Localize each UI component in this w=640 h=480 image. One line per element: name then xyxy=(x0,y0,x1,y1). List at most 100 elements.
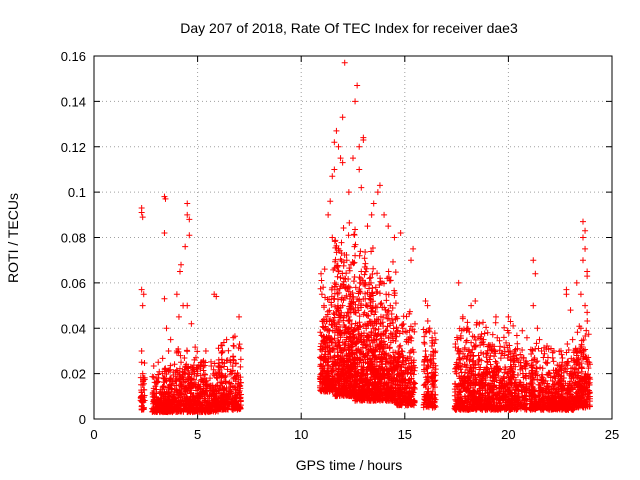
data-point xyxy=(229,394,236,401)
data-point xyxy=(185,376,192,383)
data-point xyxy=(138,347,145,354)
data-point xyxy=(200,363,207,370)
data-point xyxy=(397,342,404,349)
data-point xyxy=(500,373,507,380)
data-point xyxy=(340,225,347,232)
data-point xyxy=(326,365,333,372)
data-point xyxy=(234,370,241,377)
data-point xyxy=(325,355,332,362)
data-point xyxy=(173,386,180,393)
data-point xyxy=(166,375,173,382)
data-point xyxy=(166,402,173,409)
data-point xyxy=(318,270,325,277)
data-point xyxy=(214,375,221,382)
data-point xyxy=(222,401,229,408)
data-point xyxy=(236,341,243,348)
data-point xyxy=(230,353,237,360)
data-point xyxy=(366,285,373,292)
data-point xyxy=(390,258,397,265)
data-point xyxy=(200,379,207,386)
data-point xyxy=(231,384,238,391)
data-point xyxy=(321,266,328,273)
data-point xyxy=(206,392,213,399)
y-tick-label: 0.02 xyxy=(61,367,86,382)
data-point xyxy=(184,387,191,394)
data-point xyxy=(178,408,185,415)
data-point xyxy=(236,394,243,401)
data-point xyxy=(199,401,206,408)
data-point xyxy=(202,371,209,378)
data-point xyxy=(208,406,215,413)
data-point xyxy=(149,408,156,415)
y-tick-label: 0.06 xyxy=(61,276,86,291)
data-point xyxy=(139,302,146,309)
data-point xyxy=(564,340,571,347)
data-point xyxy=(492,319,499,326)
data-point xyxy=(160,391,167,398)
x-tick-label: 15 xyxy=(398,427,412,442)
data-point xyxy=(501,324,508,331)
data-point xyxy=(215,345,222,352)
data-point xyxy=(164,409,171,416)
data-point xyxy=(350,231,357,238)
data-point xyxy=(411,380,418,387)
data-point xyxy=(531,354,538,361)
data-point xyxy=(155,371,162,378)
data-point xyxy=(385,268,392,275)
data-point xyxy=(357,248,364,255)
data-point xyxy=(373,289,380,296)
data-point xyxy=(208,363,215,370)
data-point xyxy=(237,356,244,363)
data-point xyxy=(317,374,324,381)
data-point xyxy=(513,332,520,339)
data-point xyxy=(478,331,485,338)
data-point xyxy=(237,363,244,370)
y-tick-label: 0.16 xyxy=(61,49,86,64)
data-point xyxy=(230,406,237,413)
data-point xyxy=(217,379,224,386)
data-point xyxy=(199,388,206,395)
data-point xyxy=(182,364,189,371)
data-point xyxy=(177,375,184,382)
data-point xyxy=(510,322,517,329)
data-point xyxy=(533,340,540,347)
data-point xyxy=(221,406,228,413)
data-point xyxy=(188,375,195,382)
data-point xyxy=(197,372,204,379)
x-tick-label: 5 xyxy=(194,427,201,442)
data-point xyxy=(150,374,157,381)
data-point xyxy=(400,313,407,320)
y-tick-label: 0 xyxy=(79,412,86,427)
data-point xyxy=(140,399,147,406)
data-point xyxy=(328,301,335,308)
data-point xyxy=(216,364,223,371)
data-point xyxy=(218,379,225,386)
data-point xyxy=(350,278,357,285)
data-point xyxy=(231,374,238,381)
data-point xyxy=(175,399,182,406)
data-point xyxy=(228,380,235,387)
data-point xyxy=(374,304,381,311)
data-point xyxy=(574,329,581,336)
data-point xyxy=(194,395,201,402)
data-point xyxy=(352,226,359,233)
data-point xyxy=(187,390,194,397)
data-point xyxy=(223,385,230,392)
data-point xyxy=(192,344,199,351)
data-point xyxy=(169,392,176,399)
data-point xyxy=(519,327,526,334)
data-point xyxy=(584,318,591,325)
data-point xyxy=(324,308,331,315)
data-point xyxy=(167,362,174,369)
y-tick-label: 0.04 xyxy=(61,321,86,336)
data-point xyxy=(165,347,172,354)
data-point xyxy=(549,354,556,361)
data-point xyxy=(154,378,161,385)
data-point xyxy=(383,297,390,304)
data-point xyxy=(362,260,369,267)
data-point xyxy=(183,393,190,400)
data-point xyxy=(392,269,399,276)
data-point xyxy=(424,317,431,324)
data-point xyxy=(318,277,325,284)
data-point xyxy=(149,389,156,396)
